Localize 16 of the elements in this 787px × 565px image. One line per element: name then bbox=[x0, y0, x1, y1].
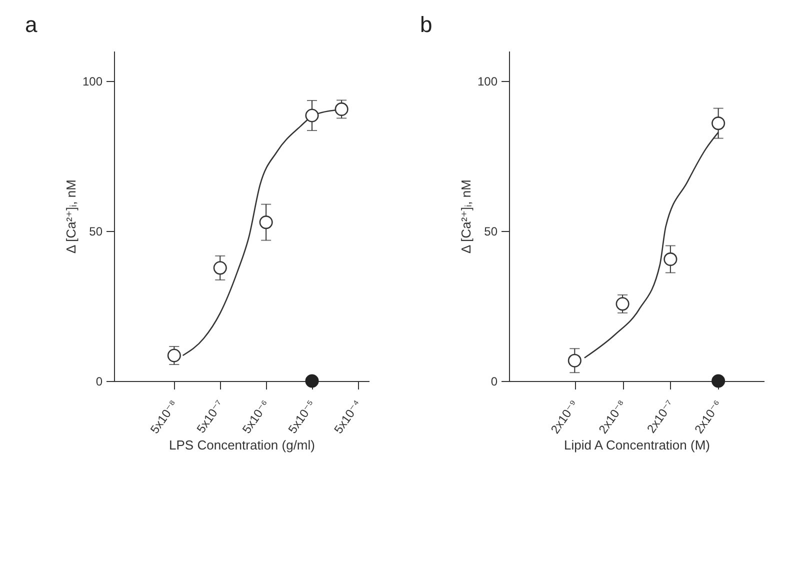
x-axis-title: Lipid A Concentration (M) bbox=[564, 438, 710, 453]
x-axis-title: LPS Concentration (g/ml) bbox=[169, 438, 315, 453]
y-tick-label: 0 bbox=[490, 374, 498, 388]
y-tick-label: 0 bbox=[96, 374, 103, 388]
y-tick-label: 100 bbox=[82, 74, 103, 88]
y-tick-label: 50 bbox=[484, 224, 498, 238]
point bbox=[664, 252, 678, 266]
y-tick-label: 50 bbox=[89, 224, 103, 238]
chart-title: b bbox=[420, 12, 432, 37]
y-tick-label: 100 bbox=[477, 74, 498, 88]
chart-title: a bbox=[24, 12, 38, 37]
point bbox=[712, 116, 726, 130]
point bbox=[568, 354, 582, 368]
y-axis-title: Δ [Ca²⁺]ᵢ, nM bbox=[458, 180, 474, 254]
y-axis-title: Δ [Ca²⁺]ᵢ, nM bbox=[63, 180, 78, 254]
point bbox=[616, 297, 630, 311]
